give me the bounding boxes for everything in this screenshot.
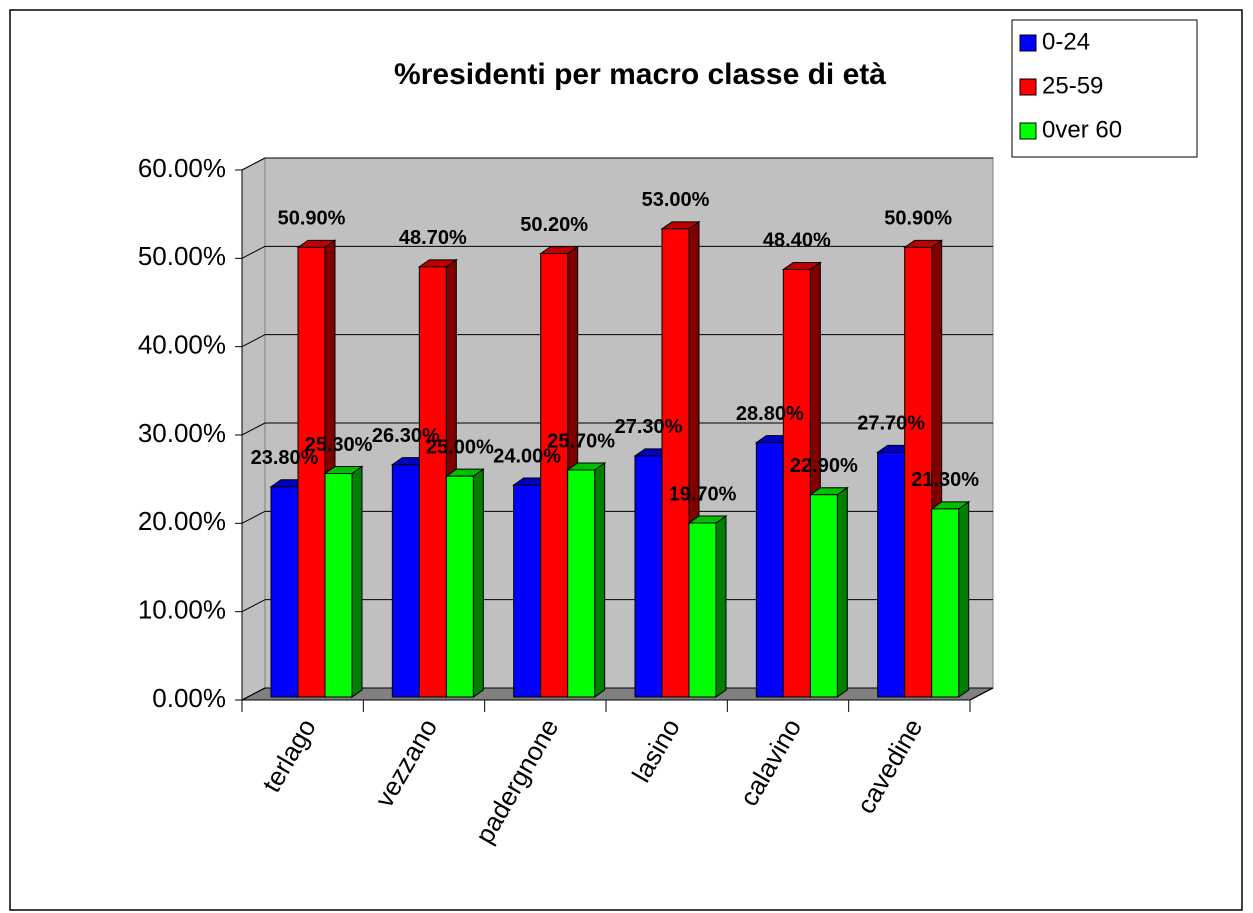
value-label: 25.30% [305, 434, 373, 456]
bar [634, 455, 663, 698]
bar [513, 484, 542, 698]
bar-3d [566, 462, 607, 698]
bar [297, 246, 326, 698]
bar-3d [323, 465, 364, 698]
bar [270, 486, 299, 698]
bar [661, 228, 690, 698]
bar [877, 451, 906, 698]
bar-3d [687, 515, 728, 698]
bar-side [958, 500, 970, 698]
bar-3d [808, 486, 849, 698]
value-label: 25.00% [426, 436, 494, 458]
bar-side [836, 486, 848, 698]
bar-side [472, 468, 484, 698]
legend-swatch [1019, 122, 1037, 140]
legend-label: 0ver 60 [1042, 116, 1122, 143]
value-label: 50.90% [884, 208, 952, 230]
grid-line-side [241, 687, 266, 701]
legend-swatch [1019, 34, 1037, 52]
grid-line-side [241, 334, 266, 348]
y-tick-label: 50.00% [138, 241, 226, 271]
value-label: 26.30% [372, 425, 440, 447]
bar [755, 442, 784, 698]
value-label: 28.80% [736, 403, 804, 425]
bar [688, 522, 717, 698]
legend-box [1011, 19, 1198, 158]
bar-side [594, 462, 606, 698]
bar [809, 494, 838, 698]
legend: 0-24 25-59 0ver 60 [1011, 19, 1198, 158]
legend-swatch [1019, 78, 1037, 96]
bar [324, 473, 353, 698]
x-axis-back [969, 687, 994, 701]
grid-line-side [241, 510, 266, 524]
value-label: 27.70% [857, 413, 925, 435]
value-label: 21.30% [911, 469, 979, 491]
value-label: 50.90% [278, 208, 346, 230]
y-tick-label: 0.00% [152, 683, 226, 713]
y-tick-label: 30.00% [138, 418, 226, 448]
y-tick-label: 10.00% [138, 595, 226, 625]
bar [418, 266, 447, 698]
y-tick-label: 40.00% [138, 330, 226, 360]
legend-label: 25-59 [1042, 72, 1103, 99]
y-tick-label: 20.00% [138, 506, 226, 536]
bar [445, 475, 474, 698]
bar [931, 508, 960, 698]
grid-line-side [241, 245, 266, 259]
bar-side [715, 515, 727, 698]
bar [391, 464, 420, 698]
legend-label: 0-24 [1042, 28, 1090, 55]
value-label: 22.90% [790, 455, 858, 477]
value-label: 19.70% [669, 483, 737, 505]
bar-3d [930, 500, 971, 698]
grid-line-side [241, 599, 266, 613]
bar-side [351, 465, 363, 698]
y-tick-label: 60.00% [138, 153, 226, 183]
bar-3d [444, 468, 485, 698]
value-label: 48.70% [399, 227, 467, 249]
bar [782, 268, 811, 698]
value-label: 24.00% [493, 445, 561, 467]
grid-line-side [241, 422, 266, 436]
value-label: 23.80% [251, 447, 319, 469]
grid-line-side [241, 157, 266, 171]
bar [540, 253, 569, 698]
value-label: 25.70% [547, 430, 615, 452]
bar [567, 469, 596, 698]
value-label: 48.40% [763, 230, 831, 252]
value-label: 53.00% [642, 189, 710, 211]
value-label: 50.20% [520, 214, 588, 236]
value-label: 27.30% [615, 416, 683, 438]
bar [904, 246, 933, 698]
chart-title: %residenti per macro classe di età [394, 58, 886, 91]
